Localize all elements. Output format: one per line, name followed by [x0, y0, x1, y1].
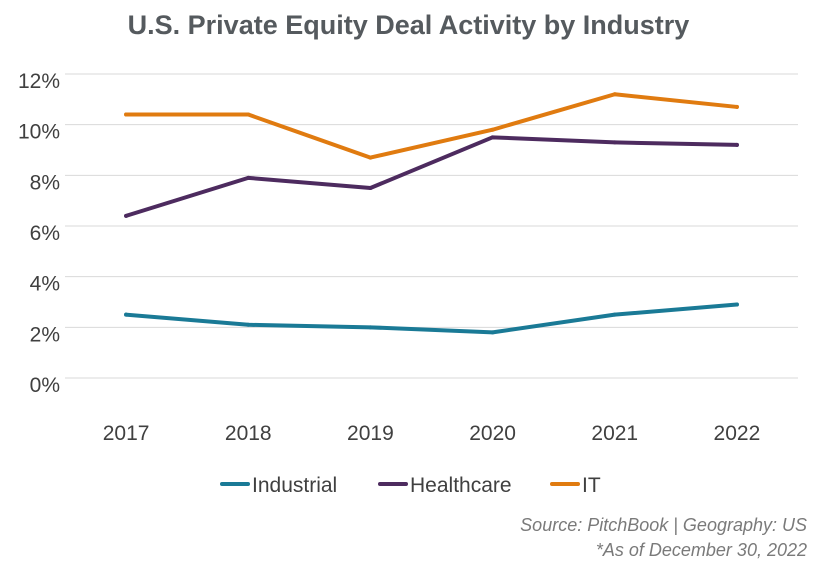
data-point-healthcare: [734, 142, 739, 147]
legend-label-it: IT: [582, 474, 601, 497]
line-chart: 0% 2% 4% 6% 8% 10% 12% 2017 2018 2019 2020 2021 202…: [18, 70, 798, 497]
x-tick-label: 2020: [469, 422, 516, 445]
as-of-line: *As of December 30, 2022: [595, 540, 807, 560]
data-point-healthcare: [612, 140, 617, 145]
data-point-industrial: [490, 330, 495, 335]
data-point-industrial: [246, 322, 251, 327]
data-point-industrial: [612, 312, 617, 317]
data-point-it: [368, 155, 373, 160]
x-tick-label: 2021: [591, 422, 638, 445]
legend-label-industrial: Industrial: [252, 474, 337, 497]
y-tick-label: 0%: [30, 374, 60, 397]
x-tick-label: 2019: [347, 422, 394, 445]
y-tick-label: 2%: [30, 323, 60, 346]
y-tick-label: 4%: [30, 273, 60, 296]
y-tick-label: 6%: [30, 222, 60, 245]
legend-label-healthcare: Healthcare: [410, 474, 512, 497]
data-point-it: [246, 112, 251, 117]
x-tick-label: 2022: [714, 422, 761, 445]
data-point-healthcare: [490, 135, 495, 140]
legend: Industrial Healthcare IT: [220, 474, 601, 497]
y-tick-label: 10%: [18, 121, 60, 144]
data-point-industrial: [124, 312, 129, 317]
data-point-industrial: [734, 302, 739, 307]
data-point-healthcare: [124, 213, 129, 218]
x-tick-label: 2018: [225, 422, 272, 445]
data-point-healthcare: [246, 175, 251, 180]
gridlines: [65, 73, 798, 379]
y-tick-label: 8%: [30, 171, 60, 194]
data-point-it: [490, 127, 495, 132]
source-note: Source: PitchBook | Geography: US *As of…: [520, 513, 807, 563]
series-line-industrial: [124, 302, 739, 335]
x-tick-label: 2017: [103, 422, 150, 445]
y-axis-ticks: 0% 2% 4% 6% 8% 10% 12%: [18, 70, 60, 397]
data-point-healthcare: [368, 186, 373, 190]
series-line-healthcare: [124, 135, 739, 218]
series-line-it: [124, 92, 739, 160]
x-axis-ticks: 2017 2018 2019 2020 2021 2022: [103, 422, 761, 445]
source-line: Source: PitchBook | Geography: US: [520, 515, 807, 535]
data-point-industrial: [368, 325, 373, 330]
data-point-it: [124, 112, 129, 117]
series-lines: [124, 92, 739, 335]
y-tick-label: 12%: [18, 70, 60, 93]
data-point-it: [734, 104, 739, 109]
chart-title: U.S. Private Equity Deal Activity by Ind…: [127, 10, 690, 40]
data-point-it: [612, 92, 617, 97]
